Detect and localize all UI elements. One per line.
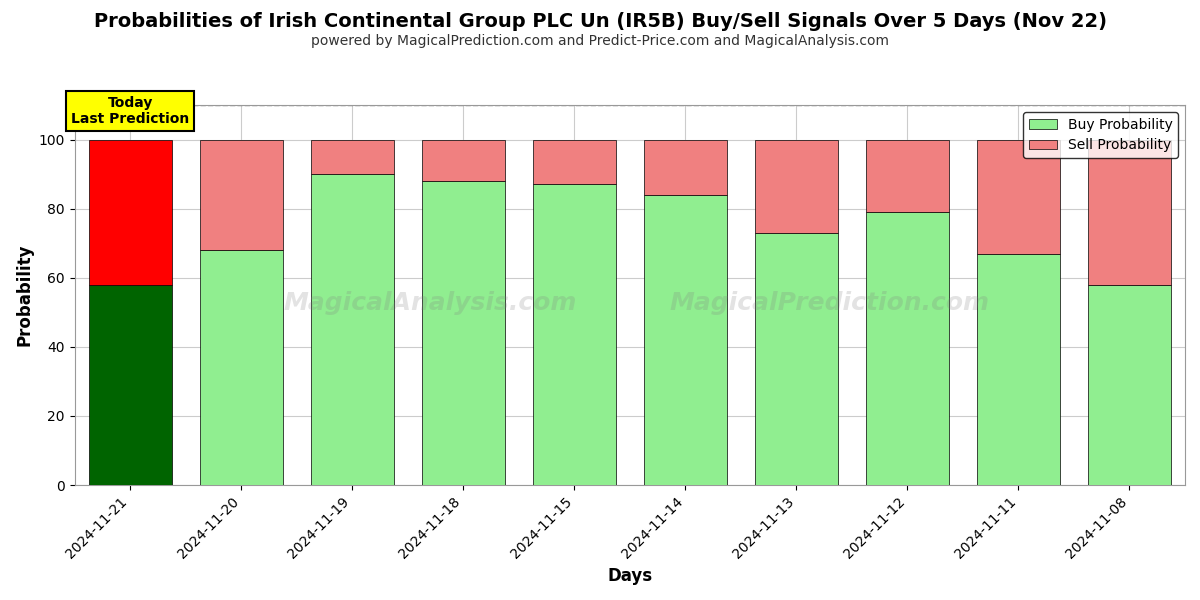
- Bar: [199, 140, 283, 250]
- Bar: [755, 140, 838, 233]
- Text: powered by MagicalPrediction.com and Predict-Price.com and MagicalAnalysis.com: powered by MagicalPrediction.com and Pre…: [311, 34, 889, 48]
- Text: MagicalAnalysis.com: MagicalAnalysis.com: [283, 290, 577, 314]
- X-axis label: Days: Days: [607, 567, 653, 585]
- Bar: [1088, 284, 1171, 485]
- Bar: [89, 284, 172, 485]
- Text: Today
Last Prediction: Today Last Prediction: [71, 95, 190, 126]
- Bar: [421, 140, 505, 181]
- Bar: [643, 140, 727, 195]
- Legend: Buy Probability, Sell Probability: Buy Probability, Sell Probability: [1024, 112, 1178, 158]
- Bar: [865, 212, 949, 485]
- Bar: [865, 140, 949, 212]
- Text: MagicalPrediction.com: MagicalPrediction.com: [670, 290, 990, 314]
- Bar: [199, 250, 283, 485]
- Bar: [977, 140, 1060, 254]
- Bar: [421, 181, 505, 485]
- Bar: [1088, 140, 1171, 284]
- Text: Probabilities of Irish Continental Group PLC Un (IR5B) Buy/Sell Signals Over 5 D: Probabilities of Irish Continental Group…: [94, 12, 1106, 31]
- Bar: [533, 140, 616, 184]
- Bar: [533, 184, 616, 485]
- Bar: [311, 140, 394, 174]
- Y-axis label: Probability: Probability: [16, 244, 34, 346]
- Bar: [977, 254, 1060, 485]
- Bar: [643, 195, 727, 485]
- Bar: [89, 140, 172, 284]
- Bar: [755, 233, 838, 485]
- Bar: [311, 174, 394, 485]
